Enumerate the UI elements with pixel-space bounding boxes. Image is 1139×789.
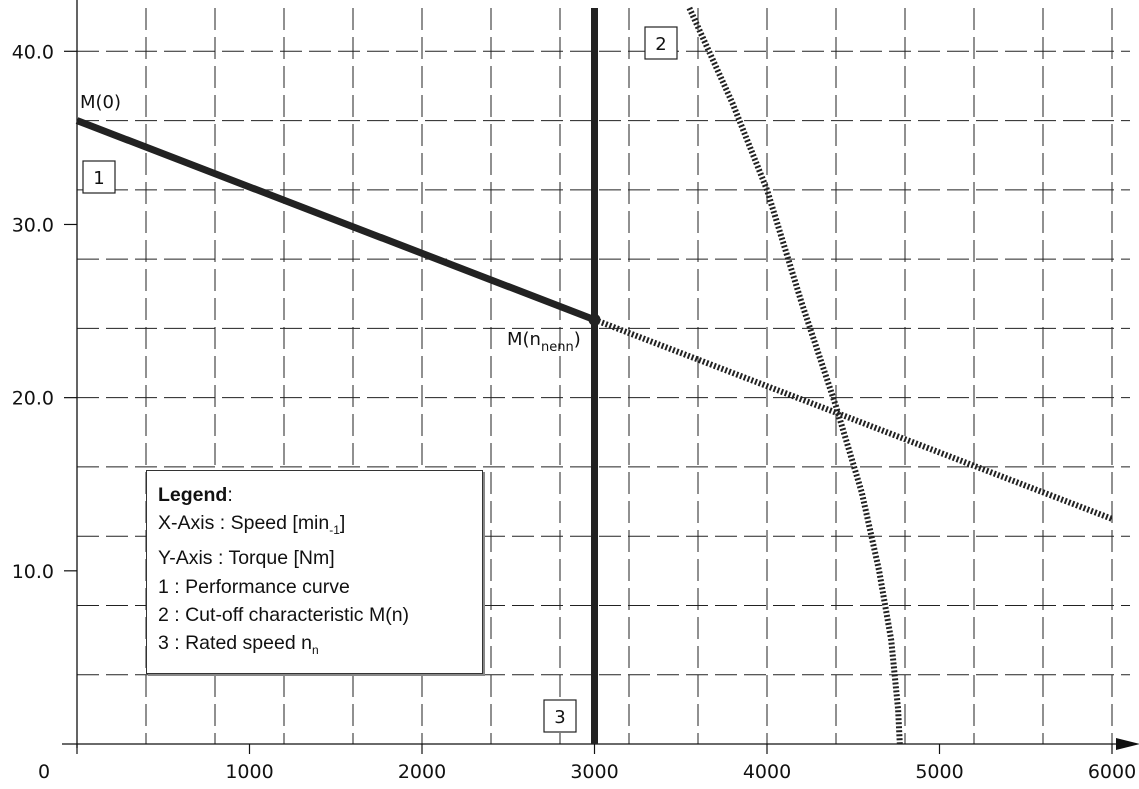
grid (77, 8, 1130, 744)
y-tick-label: 30.0 (12, 214, 54, 236)
legend-item-2: 2 : Cut-off characteristic M(n) (158, 603, 410, 626)
legend-x-axis-exponent: -1 (329, 523, 340, 538)
annotations: M(0) M(nnenn) 1 2 3 (80, 26, 678, 733)
legend-title-row: Legend: (158, 481, 482, 509)
legend-x-axis: X-Axis : Speed [min-1] (158, 509, 482, 544)
legend-item-3-subscript: n (311, 642, 319, 657)
marker-2-label: 2 (655, 34, 666, 55)
marker-1-label: 1 (93, 168, 104, 189)
x-tick-label: 2000 (398, 761, 446, 783)
marker-3-box (543, 699, 577, 733)
y-tick-label: 20.0 (12, 388, 54, 410)
x-tick-label: 4000 (743, 761, 791, 783)
series-2-line (686, 6, 903, 745)
series-1-extension-line (593, 316, 1114, 522)
x-axis-arrow (1116, 738, 1139, 750)
legend: Legend: X-Axis : Speed [min-1] Y-Axis : … (146, 470, 483, 674)
x-tick-label: 6000 (1088, 761, 1136, 783)
legend-title-colon: : (227, 484, 233, 506)
legend-title: Legend (158, 484, 228, 506)
legend-item-3-text: 3 : Rated speed n (158, 631, 312, 654)
legend-item-1: 1 : Performance curve (158, 575, 350, 598)
rated-point-marker (588, 313, 601, 326)
series-1-line (75, 117, 596, 323)
legend-item-3: 3 : Rated speed nn (158, 629, 482, 664)
ticks: 0 1000 2000 3000 4000 5000 6000 10.0 20.0 30.0 40.… (12, 41, 1136, 783)
x-tick-label: 1000 (225, 761, 273, 783)
marker-1-box (82, 160, 116, 194)
marker-3-label: 3 (554, 707, 565, 728)
m0-label: M(0) (80, 92, 121, 113)
legend-x-axis-close: ] (339, 512, 346, 535)
m-rated-label: M(nnenn) (507, 329, 581, 355)
x-tick-label: 5000 (915, 761, 963, 783)
legend-x-axis-text: X-Axis : Speed [min (158, 512, 330, 535)
marker-2-box (644, 26, 678, 60)
series (75, 6, 1114, 745)
x-tick-label: 3000 (570, 761, 618, 783)
y-tick-label: 10.0 (12, 561, 54, 583)
x-tick-label: 0 (38, 761, 50, 783)
y-tick-label: 40.0 (12, 41, 54, 63)
legend-y-axis: Y-Axis : Torque [Nm] (158, 547, 335, 570)
